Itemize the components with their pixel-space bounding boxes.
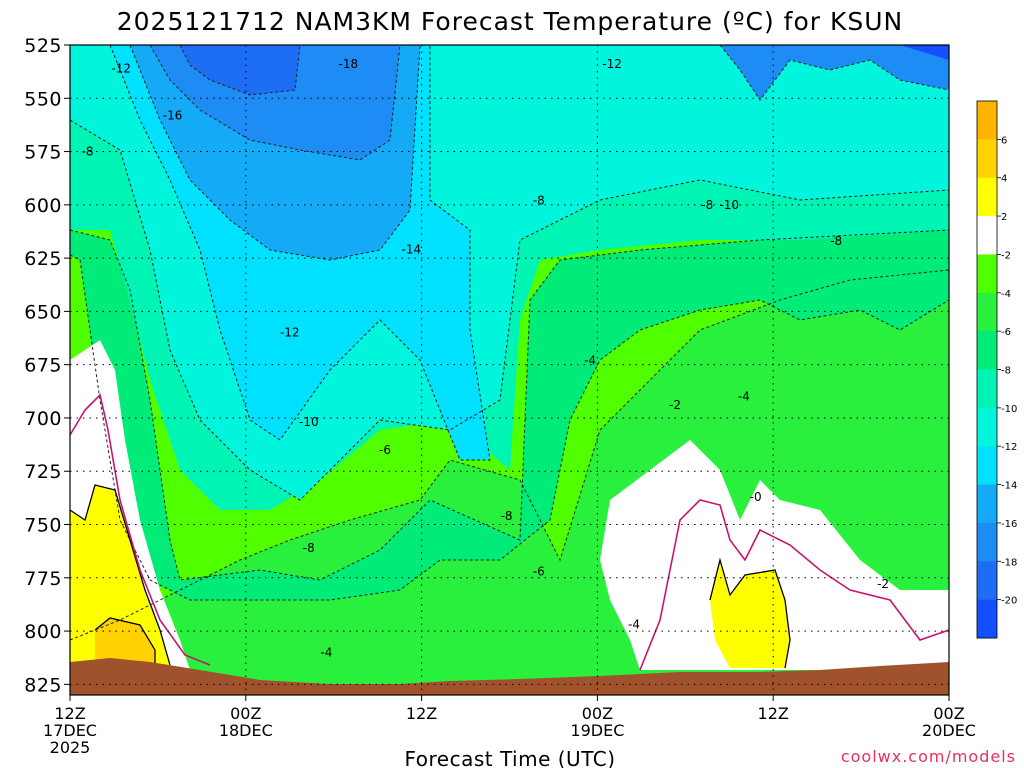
isotherm-label: -8 [501, 509, 513, 523]
colorbar-swatch [977, 599, 997, 639]
colorbar-label: -8 [1001, 366, 1011, 377]
x-tick-date: 20DEC [922, 721, 976, 740]
x-tick-label: 00Z [933, 704, 964, 723]
colorbar-label: -6 [1001, 327, 1011, 338]
plot-area [70, 45, 949, 695]
isotherm-label: -4 [320, 645, 332, 659]
chart-title: 2025121712 NAM3KM Forecast Temperature (… [117, 7, 904, 36]
isotherm-label: -12 [280, 326, 300, 340]
x-tick-label: 12Z [54, 704, 85, 723]
colorbar: 6 4 2 -2 -4 -6 -8 -10 -12 -14 -16 -18 -20 [976, 100, 1017, 639]
band-upper-right-cold [720, 45, 949, 100]
colorbar-label: -20 [1001, 596, 1017, 607]
colorbar-label: -16 [1001, 519, 1017, 530]
isotherm-label: -4 [584, 353, 596, 367]
colorbar-label: -18 [1001, 557, 1017, 568]
isotherm-label: -12 [111, 61, 131, 75]
isotherm-labels: -12 -18 -12 -16 -8 -8 -8 -10 -8 -14 -12 -4 -2 -4 -10 -6… [82, 57, 889, 659]
band-zero-right [600, 440, 949, 670]
isotherm-label: -6 [379, 443, 391, 457]
credit-link[interactable]: coolwx.com/models [841, 747, 1016, 766]
isotherm-label: -2 [877, 577, 889, 591]
colorbar-label: -14 [1001, 481, 1017, 492]
y-tick-label: 625 [24, 248, 62, 270]
y-axis: 525 550 575 600 625 650 675 700 725 750 775 800 825 [24, 35, 70, 696]
x-tick-label: 12Z [406, 704, 437, 723]
y-tick-label: 825 [24, 674, 62, 696]
y-tick-label: 600 [24, 195, 62, 217]
band-minus8-to-minus10 [70, 230, 949, 600]
band-upper-right-cold-inner [900, 45, 949, 60]
x-tick-date: 18DEC [219, 721, 273, 740]
y-tick-label: 750 [24, 515, 62, 537]
y-tick-label: 650 [24, 301, 62, 323]
isotherm-label: -10 [719, 198, 739, 212]
isotherm-label: -10 [299, 415, 319, 429]
plot-frame [69, 44, 950, 696]
x-tick-label: 00Z [582, 704, 613, 723]
colorbar-swatch [977, 369, 997, 409]
colorbar-label: 2 [1001, 212, 1007, 223]
isotherm-label: -6 [533, 564, 545, 578]
y-tick-label: 725 [24, 461, 62, 483]
band-below-minus20 [180, 45, 300, 95]
colorbar-swatch [977, 484, 997, 524]
isotherm-label: -16 [163, 108, 183, 122]
isotherm-contours [70, 45, 949, 641]
band-minus10-to-minus12 [70, 120, 949, 510]
colorbar-label: 4 [1001, 174, 1007, 185]
colorbar-swatch [977, 407, 997, 447]
gridlines [70, 45, 949, 695]
isotherm-label: -8 [303, 541, 315, 555]
isotherm-label: -2 [669, 398, 681, 412]
x-tick-label: 12Z [758, 704, 789, 723]
isotherm-label: -8 [533, 194, 545, 208]
y-tick-label: 700 [24, 408, 62, 430]
y-tick-label: 800 [24, 621, 62, 643]
colorbar-swatch [977, 139, 997, 179]
x-axis-title: Forecast Time (UTC) [404, 747, 615, 768]
colorbar-swatch [977, 331, 997, 370]
x-tick-date: 17DEC [43, 721, 97, 740]
isotherm-label: -8 [701, 198, 713, 212]
isotherm-label: -8 [82, 145, 94, 159]
freezing-contours [70, 393, 949, 671]
band-plus2-left [70, 485, 170, 670]
colorbar-swatch [977, 216, 997, 255]
y-tick-label: 575 [24, 142, 62, 164]
isotherm-label: -8 [830, 234, 842, 248]
colorbar-swatch [977, 292, 997, 332]
colorbar-label: -4 [1001, 289, 1011, 300]
y-tick-label: 525 [24, 35, 62, 57]
band-plus4-left [95, 618, 155, 666]
colorbar-label: -10 [1001, 404, 1017, 415]
colorbar-swatch [977, 522, 997, 562]
terrain [70, 658, 949, 695]
colorbar-swatch [977, 561, 997, 601]
isotherm-label: -4 [628, 618, 640, 632]
isotherm-label: -18 [339, 57, 359, 71]
colorbar-swatch [977, 254, 997, 294]
colorbar-swatch [977, 446, 997, 485]
colorbar-label: -12 [1001, 442, 1017, 453]
isotherm-label: -4 [738, 390, 750, 404]
band-plus2-right [710, 560, 790, 668]
y-tick-label: 550 [24, 88, 62, 110]
colorbar-label: -2 [1001, 250, 1011, 261]
colorbar-swatch [977, 177, 997, 217]
isotherm-label: -14 [402, 243, 422, 257]
x-tick-label: 00Z [230, 704, 261, 723]
colorbar-swatch [977, 101, 997, 140]
isotherm-label: -12 [602, 57, 622, 71]
y-tick-label: 675 [24, 355, 62, 377]
x-tick-year: 2025 [50, 738, 91, 757]
x-tick-date: 19DEC [570, 721, 624, 740]
y-tick-label: 775 [24, 568, 62, 590]
colorbar-label: 6 [1001, 135, 1007, 146]
isotherm-label: -0 [750, 490, 762, 504]
zero-contours [70, 484, 791, 669]
